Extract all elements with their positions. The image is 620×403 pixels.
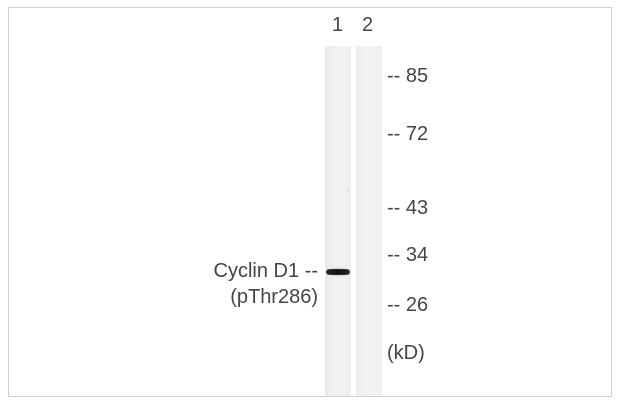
- unit-label: (kD): [387, 342, 425, 364]
- lane-label-1: 1: [332, 14, 344, 36]
- protein-modification: (pThr286): [230, 286, 318, 308]
- lane-label-2: 2: [362, 14, 374, 36]
- marker-72: -- 72: [387, 123, 429, 145]
- marker-34: -- 34: [387, 244, 429, 266]
- lane-speck: [347, 189, 349, 191]
- protein-name: Cyclin D1 --: [213, 260, 318, 282]
- blot-frame: [8, 7, 612, 397]
- marker-85: -- 85: [387, 65, 429, 87]
- blot-lane-1: [325, 46, 351, 396]
- marker-26: -- 26: [387, 294, 429, 316]
- blot-lane-2: [356, 46, 382, 396]
- marker-43: -- 43: [387, 197, 429, 219]
- protein-band: [326, 269, 350, 275]
